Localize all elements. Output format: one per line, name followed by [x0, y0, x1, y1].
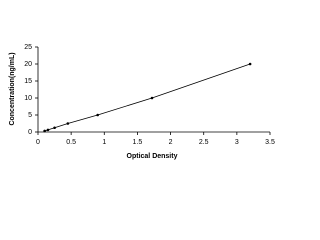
page: {"chart_data": {"type": "line", "xlabel"… [8, 43, 275, 160]
y-tick-label: 10 [24, 95, 32, 102]
data-point [43, 129, 46, 133]
data-point [53, 126, 56, 130]
data-point [66, 122, 70, 125]
y-tick-label: 5 [28, 112, 32, 119]
x-tick-label: 0 [36, 139, 40, 146]
y-tick-label: 0 [28, 129, 32, 136]
x-tick-label: 3 [235, 139, 239, 146]
data-point [248, 62, 252, 66]
x-tick-label: 2.5 [199, 139, 209, 146]
x-tick-label: 2 [169, 139, 173, 146]
y-tick-label: 20 [24, 61, 32, 68]
data-line [44, 63, 251, 132]
data-point [150, 96, 154, 100]
chart: Optical Density Concentration(ng/mL) 0 5 1… [9, 44, 275, 160]
x-tick-label: 1.5 [133, 139, 143, 146]
x-tick-label: 1 [102, 139, 106, 146]
x-tick-label: 0.5 [66, 139, 76, 146]
x-axis-title: Optical Density [127, 153, 178, 160]
y-axis-title: Concentration(ng/mL) [9, 52, 16, 125]
y-tick-label: 25 [24, 44, 32, 51]
data-point [46, 128, 50, 132]
y-tick-label: 15 [24, 78, 32, 85]
x-tick-label: 3.5 [265, 139, 275, 146]
data-point [96, 113, 99, 117]
